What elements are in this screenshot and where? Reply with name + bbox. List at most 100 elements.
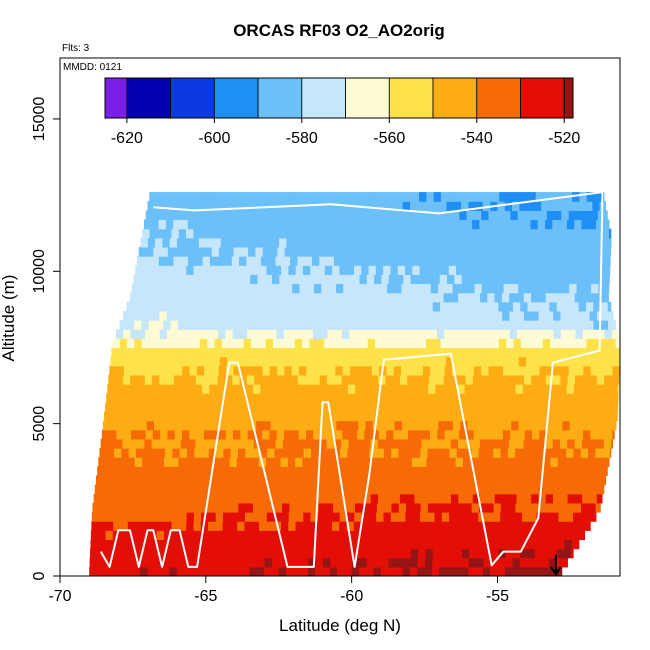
heatmap-cell xyxy=(353,338,362,349)
heatmap-cell xyxy=(189,484,198,495)
heatmap-cell xyxy=(244,265,253,275)
heatmap-cell xyxy=(235,201,243,211)
heatmap-cell xyxy=(571,466,579,477)
heatmap-cell xyxy=(329,566,338,576)
heatmap-cell xyxy=(404,402,412,413)
heatmap-cell xyxy=(590,484,599,495)
heatmap-cell xyxy=(173,219,182,230)
heatmap-cell xyxy=(515,219,524,230)
heatmap-cell xyxy=(205,566,214,576)
heatmap-cell xyxy=(498,274,506,285)
heatmap-cell xyxy=(440,539,449,550)
heatmap-cell xyxy=(137,438,145,449)
heatmap-cell xyxy=(183,420,192,431)
heatmap-cell xyxy=(477,265,486,275)
heatmap-cell xyxy=(472,256,481,266)
heatmap-cell xyxy=(284,246,293,257)
heatmap-cell xyxy=(139,283,147,294)
heatmap-cell xyxy=(559,502,568,513)
heatmap-cell xyxy=(559,219,568,230)
heatmap-cell xyxy=(462,457,471,467)
heatmap-cell xyxy=(98,457,107,467)
heatmap-cell xyxy=(305,329,314,339)
heatmap-cell xyxy=(425,557,433,568)
heatmap-cell xyxy=(435,219,444,230)
heatmap-cell xyxy=(312,438,320,449)
heatmap-cell xyxy=(258,530,267,541)
heatmap-cell xyxy=(521,457,530,467)
heatmap-cell xyxy=(164,521,173,531)
heatmap-cell xyxy=(179,502,188,513)
colorbar-segment xyxy=(257,77,303,119)
heatmap-cell xyxy=(252,393,260,403)
heatmap-cell xyxy=(431,356,440,367)
heatmap-cell xyxy=(480,374,489,385)
heatmap-cell xyxy=(118,557,127,568)
heatmap-cell xyxy=(509,493,518,504)
heatmap-cell xyxy=(330,466,339,477)
heatmap-cell xyxy=(198,237,207,248)
heatmap-cell xyxy=(337,274,346,285)
heatmap-cell xyxy=(511,475,520,486)
heatmap-cell xyxy=(140,274,149,285)
heatmap-cell xyxy=(551,512,560,522)
heatmap-cell xyxy=(235,411,244,422)
heatmap-cell xyxy=(379,283,388,294)
heatmap-cell xyxy=(252,502,261,513)
heatmap-cell xyxy=(251,192,260,202)
heatmap-cell xyxy=(163,320,172,330)
heatmap-cell xyxy=(568,246,577,257)
heatmap-cell xyxy=(488,210,497,221)
heatmap-cell xyxy=(441,265,450,275)
heatmap-cell xyxy=(555,201,564,211)
heatmap-cell xyxy=(376,448,385,458)
heatmap-cell xyxy=(577,475,586,486)
heatmap-cell xyxy=(176,201,185,211)
heatmap-cell xyxy=(209,384,218,394)
heatmap-cell xyxy=(433,228,442,239)
heatmap-cell xyxy=(360,402,369,413)
heatmap-cell xyxy=(236,192,245,202)
heatmap-cell xyxy=(221,466,229,477)
heatmap-cell xyxy=(311,502,320,513)
heatmap-cell xyxy=(183,201,192,211)
heatmap-cell xyxy=(501,256,510,266)
heatmap-cell xyxy=(459,429,467,440)
heatmap-cell xyxy=(198,411,207,422)
heatmap-cell xyxy=(468,557,477,568)
heatmap-cell xyxy=(534,557,543,568)
heatmap-cell xyxy=(407,292,415,303)
heatmap-cell xyxy=(512,237,521,248)
heatmap-cell xyxy=(320,484,329,495)
heatmap-cell xyxy=(581,219,590,230)
heatmap-cell xyxy=(519,566,528,576)
heatmap-cell xyxy=(193,521,202,531)
heatmap-cell xyxy=(585,274,594,285)
heatmap-cell xyxy=(177,320,186,330)
heatmap-cell xyxy=(153,210,161,221)
heatmap-cell xyxy=(124,356,133,367)
heatmap-cell xyxy=(426,192,435,202)
heatmap-cell xyxy=(302,265,311,275)
heatmap-cell xyxy=(116,365,125,376)
heatmap-cell xyxy=(569,283,578,294)
heatmap-cell xyxy=(123,310,131,321)
heatmap-cell xyxy=(241,356,250,367)
heatmap-cell xyxy=(293,411,302,422)
heatmap-cell xyxy=(105,539,113,550)
heatmap-cell xyxy=(123,484,132,495)
heatmap-cell xyxy=(469,301,478,312)
heatmap-cell xyxy=(206,347,215,358)
heatmap-cell xyxy=(251,265,260,275)
heatmap-cell xyxy=(378,493,386,504)
heatmap-cell xyxy=(388,347,397,358)
heatmap-cell xyxy=(149,457,158,467)
heatmap-cell xyxy=(215,265,224,275)
heatmap-cell xyxy=(504,566,513,576)
heatmap-cell xyxy=(596,438,605,449)
heatmap-cell xyxy=(292,283,301,294)
heatmap-cell xyxy=(170,402,179,413)
heatmap-cell xyxy=(455,402,464,413)
heatmap-cell xyxy=(526,475,535,486)
heatmap-cell xyxy=(382,338,391,349)
